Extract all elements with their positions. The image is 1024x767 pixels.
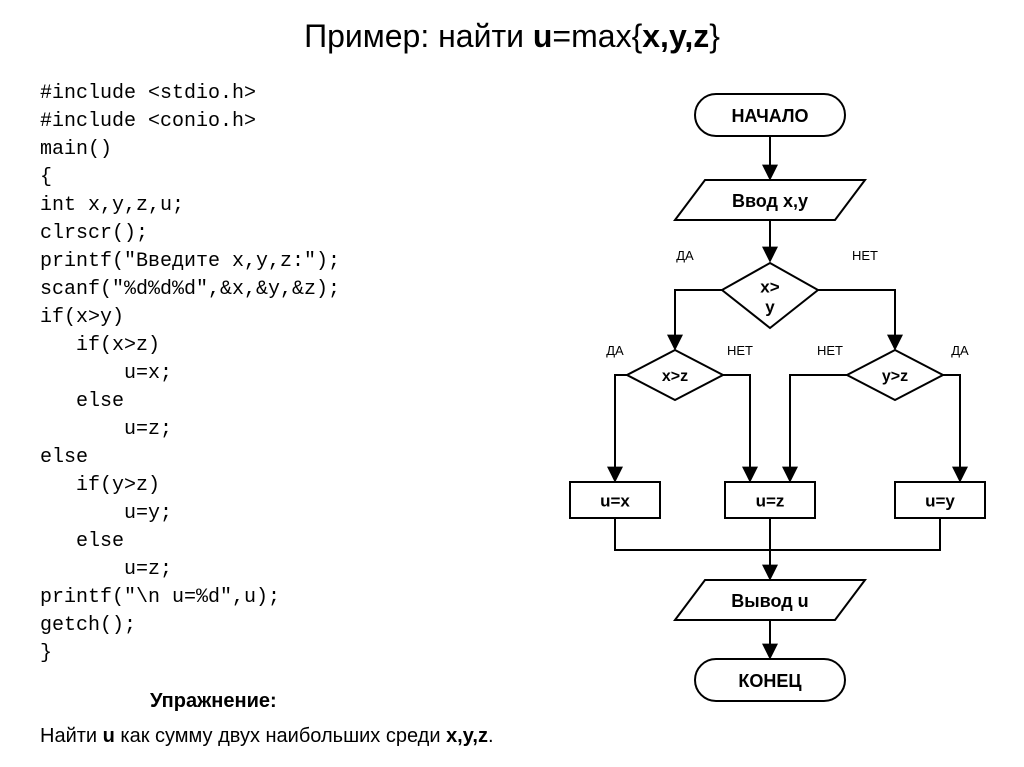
exercise-p3: .	[488, 725, 494, 747]
edge-d2-uz	[723, 375, 750, 480]
d2-yes-label: ДА	[606, 343, 624, 358]
node-uz-label: u=z	[756, 491, 785, 510]
code-listing: #include <stdio.h> #include <conio.h> ma…	[40, 80, 340, 668]
d2-no-label: НЕТ	[727, 343, 753, 358]
edge-d2-ux	[615, 375, 627, 480]
node-ux-label: u=x	[600, 491, 630, 510]
title-u: u	[533, 18, 553, 54]
d1-no-label: НЕТ	[852, 248, 878, 263]
exercise-text: Найти u как сумму двух наибольших среди …	[40, 725, 494, 748]
d3-no-label: НЕТ	[817, 343, 843, 358]
exercise-p2: как сумму двух наибольших среди	[115, 725, 446, 747]
node-output-label: Вывод u	[731, 591, 808, 611]
edge-d1-d3	[818, 290, 895, 348]
exercise-b2: x,y,z	[446, 725, 488, 747]
title-eq: =max{	[552, 18, 642, 54]
title-close: }	[709, 18, 720, 54]
d3-yes-label: ДА	[951, 343, 969, 358]
node-end-label: КОНЕЦ	[738, 671, 802, 691]
node-input-label: Ввод x,y	[732, 191, 808, 211]
node-d1-l2: y	[765, 297, 775, 316]
node-uy-label: u=y	[925, 491, 955, 510]
exercise-b1: u	[103, 725, 115, 747]
title-prefix: Пример: найти	[304, 18, 533, 54]
node-start-label: НАЧАЛО	[731, 106, 808, 126]
exercise-label: Упражнение:	[150, 690, 277, 713]
edge-ux-merge	[615, 518, 770, 550]
node-d3-label: y>z	[882, 368, 908, 385]
page-title: Пример: найти u=max{x,y,z}	[0, 18, 1024, 55]
edge-d3-uy	[943, 375, 960, 480]
node-d1-l1: x>	[760, 277, 779, 296]
node-d2-label: x>z	[662, 368, 688, 385]
edge-d3-uz	[790, 375, 847, 480]
edge-d1-d2	[675, 290, 722, 348]
exercise-p1: Найти	[40, 725, 103, 747]
d1-yes-label: ДА	[676, 248, 694, 263]
edge-uy-merge	[770, 518, 940, 550]
slide: Пример: найти u=max{x,y,z} #include <std…	[0, 0, 1024, 767]
flowchart: НАЧАЛО Ввод x,y x> y ДА НЕТ x>z ДА НЕТ y…	[560, 80, 1010, 720]
title-args: x,y,z	[642, 18, 709, 54]
